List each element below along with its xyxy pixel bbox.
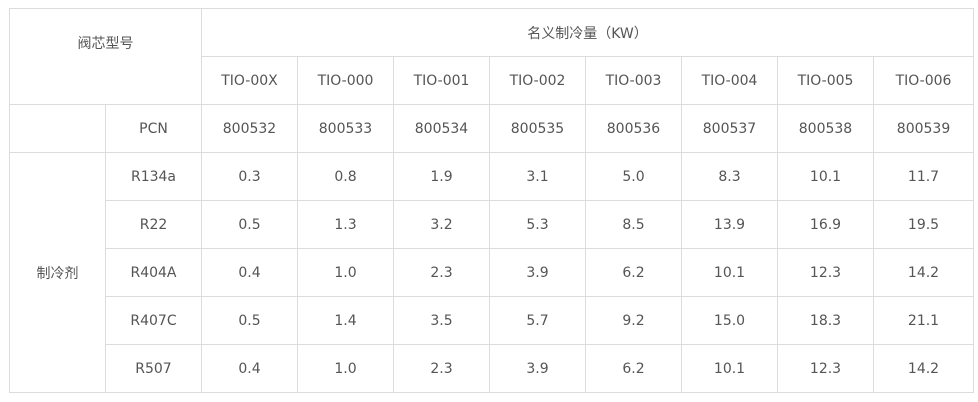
capacity-value: 14.2 [872, 248, 975, 297]
capacity-value: 0.5 [201, 200, 298, 249]
capacity-value: 5.0 [585, 152, 682, 201]
pcn-value: 800535 [489, 104, 586, 153]
capacity-value: 10.1 [777, 152, 874, 201]
pcn-value: 800532 [201, 104, 298, 153]
valve-core-model-label: 阀芯型号 [77, 36, 134, 52]
capacity-value: 13.9 [681, 200, 778, 249]
model-header: TIO-001 [393, 56, 490, 105]
pcn-value: 800536 [585, 104, 682, 153]
refrigerant-name: R507 [105, 344, 202, 393]
corner-header-cell: 阀芯型号 [9, 8, 202, 105]
refrigerant-name: R134a [105, 152, 202, 201]
capacity-value: 19.5 [872, 200, 975, 249]
capacity-value: 1.9 [393, 152, 490, 201]
header-row-models: TIO-00X TIO-000 TIO-001 TIO-002 TIO-003 … [10, 56, 975, 105]
capacity-value: 2.3 [393, 344, 490, 393]
capacity-value: 9.2 [585, 296, 682, 345]
model-header: TIO-002 [489, 56, 586, 105]
capacity-value: 8.5 [585, 200, 682, 249]
capacity-value: 1.0 [297, 344, 394, 393]
capacity-value: 12.3 [777, 344, 874, 393]
table-row: 制冷剂 R134a 0.3 0.8 1.9 3.1 5.0 8.3 10.1 1… [9, 152, 975, 393]
pcn-value: 800533 [297, 104, 394, 153]
capacity-value: 21.1 [872, 296, 975, 345]
capacity-value: 5.7 [489, 296, 586, 345]
refrigerant-group-cell: 制冷剂 [9, 152, 106, 393]
table-row: R404A 0.4 1.0 2.3 3.9 6.2 10.1 12.3 14.2 [10, 248, 975, 297]
capacity-value: 11.7 [872, 152, 975, 201]
pcn-label: PCN [105, 104, 202, 153]
refrigerant-name: R404A [105, 248, 202, 297]
capacity-value: 0.3 [201, 152, 298, 201]
pcn-value: 800539 [872, 104, 975, 153]
capacity-value: 14.2 [872, 344, 975, 393]
capacity-value: 3.1 [489, 152, 586, 201]
capacity-value: 3.2 [393, 200, 490, 249]
capacity-value: 1.0 [297, 248, 394, 297]
capacity-table: 阀芯型号 名义制冷量（KW） TIO-00X TIO-000 TIO-001 T… [9, 8, 975, 393]
capacity-value: 10.1 [681, 248, 778, 297]
capacity-value: 1.4 [297, 296, 394, 345]
capacity-value: 3.9 [489, 248, 586, 297]
pcn-value: 800538 [777, 104, 874, 153]
refrigerant-name: R22 [105, 200, 202, 249]
capacity-value: 5.3 [489, 200, 586, 249]
table-row: R407C 0.5 1.4 3.5 5.7 9.2 15.0 18.3 21.1 [10, 296, 975, 345]
header-row-group: 阀芯型号 名义制冷量（KW） [9, 8, 975, 105]
capacity-value: 1.3 [297, 200, 394, 249]
model-header: TIO-004 [681, 56, 778, 105]
refrigerant-group-label: 制冷剂 [36, 265, 79, 282]
capacity-value: 0.4 [201, 344, 298, 393]
model-header: TIO-005 [777, 56, 874, 105]
model-header: TIO-006 [872, 56, 975, 105]
model-header: TIO-003 [585, 56, 682, 105]
capacity-value: 0.4 [201, 248, 298, 297]
pcn-value: 800534 [393, 104, 490, 153]
capacity-value: 3.9 [489, 344, 586, 393]
pcn-value: 800537 [681, 104, 778, 153]
model-header: TIO-000 [297, 56, 394, 105]
pcn-row: PCN 800532 800533 800534 800535 800536 8… [9, 104, 975, 153]
capacity-value: 8.3 [681, 152, 778, 201]
capacity-value: 16.9 [777, 200, 874, 249]
capacity-value: 2.3 [393, 248, 490, 297]
group-header-cell: 名义制冷量（KW） [200, 8, 975, 57]
refrigerant-name: R407C [105, 296, 202, 345]
capacity-value: 12.3 [777, 248, 874, 297]
capacity-value: 15.0 [681, 296, 778, 345]
empty-cell [9, 104, 106, 153]
model-header: TIO-00X [201, 56, 298, 105]
table-row: R22 0.5 1.3 3.2 5.3 8.5 13.9 16.9 19.5 [10, 200, 975, 249]
capacity-value: 0.5 [201, 296, 298, 345]
table-row: R507 0.4 1.0 2.3 3.9 6.2 10.1 12.3 14.2 [10, 344, 975, 393]
capacity-value: 0.8 [297, 152, 394, 201]
capacity-value: 3.5 [393, 296, 490, 345]
capacity-value: 18.3 [777, 296, 874, 345]
capacity-value: 6.2 [585, 248, 682, 297]
capacity-value: 6.2 [585, 344, 682, 393]
capacity-value: 10.1 [681, 344, 778, 393]
nominal-capacity-label: 名义制冷量（KW） [527, 25, 648, 42]
